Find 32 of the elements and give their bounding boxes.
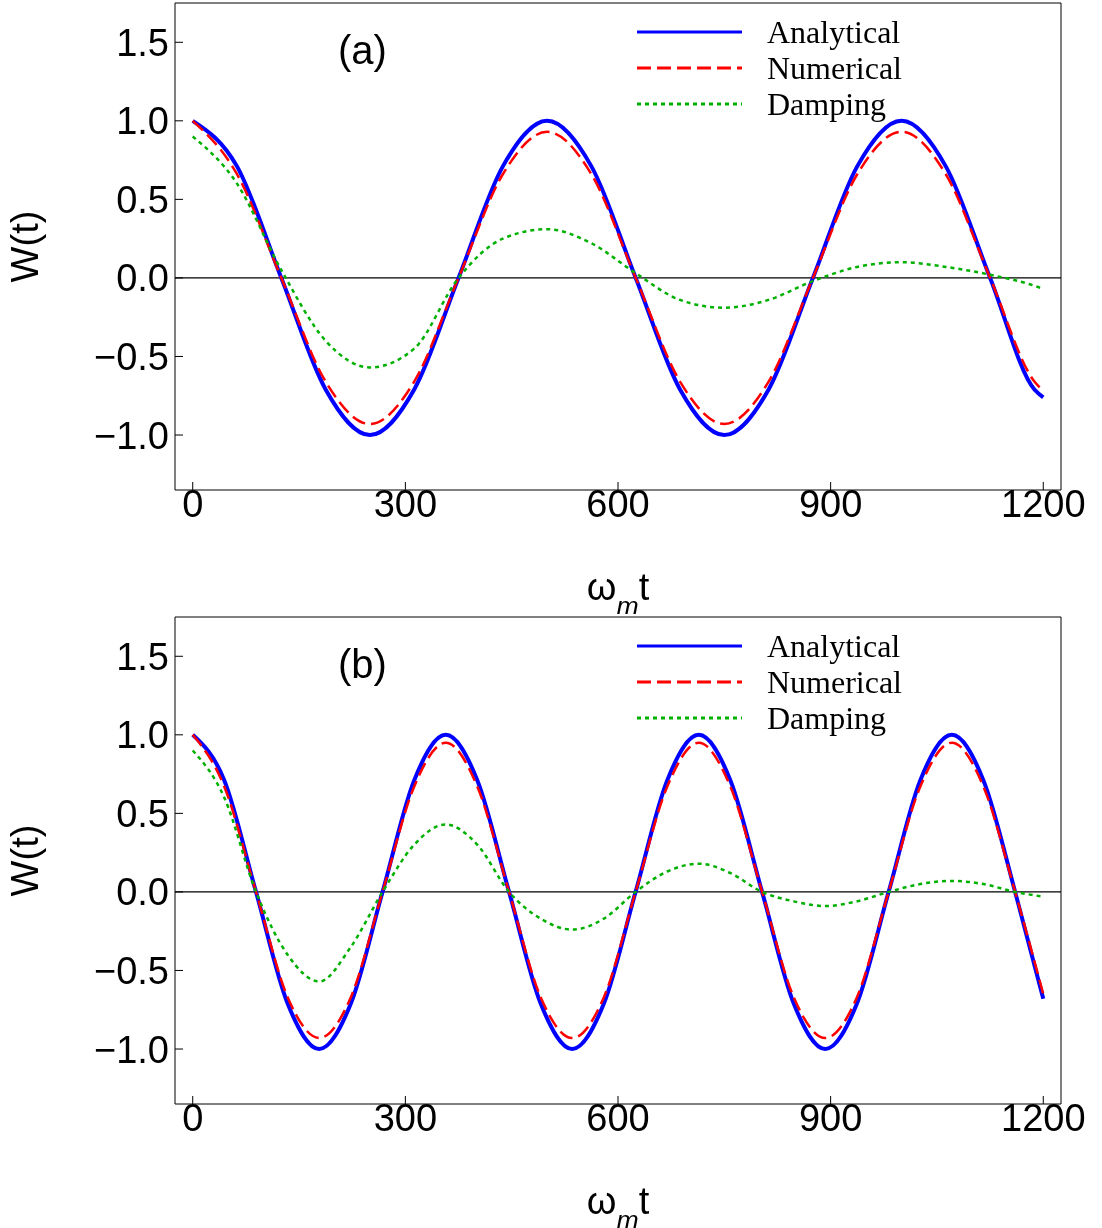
legend-label: Numerical xyxy=(766,663,902,701)
y-tick-label: −1.0 xyxy=(93,1028,169,1071)
legend-label: Analytical xyxy=(766,627,901,665)
x-tick-label: 900 xyxy=(798,1096,863,1139)
x-tick-label: 1200 xyxy=(1001,482,1086,525)
y-tick-label: 0.5 xyxy=(116,178,169,221)
y-tick-label: 0.0 xyxy=(116,871,169,914)
y-tick-label: 1.5 xyxy=(116,21,169,64)
y-tick-label: 0.0 xyxy=(116,257,169,300)
x-tick-label: 1200 xyxy=(1001,1096,1086,1139)
x-tick-label: 300 xyxy=(373,482,438,525)
y-tick-label: 1.0 xyxy=(116,714,169,757)
x-tick-label: 600 xyxy=(586,1096,650,1139)
annotation: (b) xyxy=(338,642,387,687)
x-tick-label: 600 xyxy=(586,482,650,525)
x-tick-label: 300 xyxy=(373,1096,438,1139)
legend-label: Damping xyxy=(766,699,887,737)
annotation: (a) xyxy=(338,28,387,73)
y-tick-label: −1.0 xyxy=(93,414,169,457)
x-tick-label: 0 xyxy=(182,1096,204,1139)
y-tick-label: 0.5 xyxy=(116,792,169,835)
y-tick-label: 1.5 xyxy=(116,635,169,678)
y-axis-title: W(t) xyxy=(4,824,46,897)
y-axis-title: W(t) xyxy=(4,210,46,283)
legend-label: Numerical xyxy=(766,49,902,87)
x-tick-label: 0 xyxy=(182,482,204,525)
y-tick-label: −0.5 xyxy=(93,949,169,992)
legend-label: Analytical xyxy=(766,13,901,51)
y-tick-label: 1.0 xyxy=(116,100,169,143)
x-tick-label: 900 xyxy=(798,482,863,525)
legend-label: Damping xyxy=(766,85,887,123)
y-tick-label: −0.5 xyxy=(93,335,169,378)
